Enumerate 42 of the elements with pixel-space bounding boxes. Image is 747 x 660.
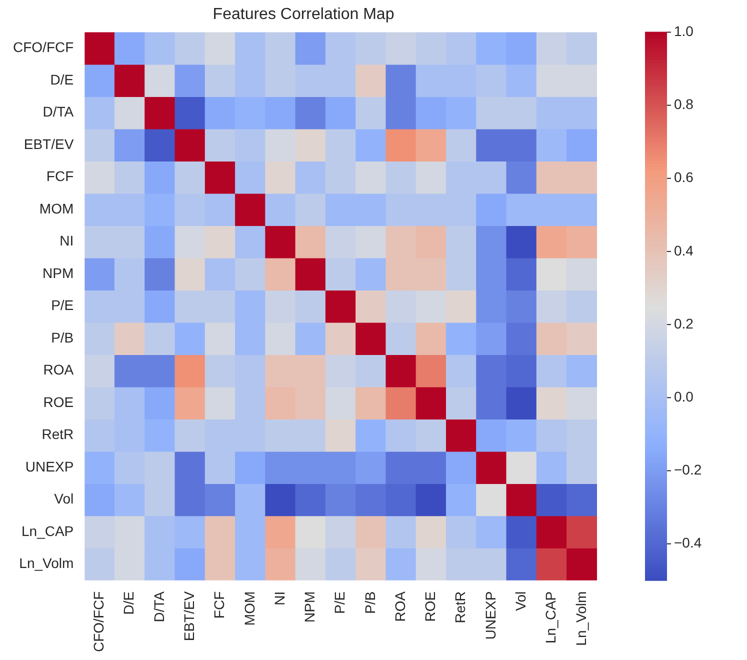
y-tick-label: ROA: [43, 362, 74, 378]
x-tick-label: ROE: [422, 591, 438, 622]
color-bar-label: 0.6: [674, 169, 694, 186]
x-tick-label: UNEXP: [482, 591, 498, 640]
color-bar-label: 0.8: [674, 96, 694, 112]
x-tick-label: NPM: [302, 591, 318, 622]
x-tick-label: NI: [271, 591, 288, 606]
x-tick-label: P/E: [332, 591, 348, 614]
x-tick-label: EBT/EV: [180, 590, 197, 642]
chart-title: Features Correlation Map: [212, 6, 394, 24]
x-tick-label: FCF: [211, 591, 228, 619]
color-bar-label: 1.0: [674, 23, 694, 40]
x-tick-label: Vol: [512, 591, 529, 611]
color-bar-label: −0.2: [674, 462, 702, 478]
y-tick-label: Ln_Volm: [19, 555, 74, 572]
y-tick-label: MOM: [39, 200, 74, 216]
x-tick-label: D/TA: [150, 590, 167, 622]
y-tick-label: Vol: [54, 490, 74, 507]
x-tick-label: Ln_CAP: [542, 591, 559, 644]
color-bar-label: 0.4: [674, 242, 694, 258]
y-tick-label: NPM: [42, 264, 74, 281]
x-tick-label: D/E: [120, 591, 137, 615]
x-tick-label: ROA: [392, 590, 408, 622]
x-tick-label: Ln_Volm: [572, 591, 589, 646]
y-tick-label: D/TA: [42, 104, 74, 120]
y-tick-label: P/E: [51, 297, 74, 314]
y-tick-label: Ln_CAP: [22, 522, 74, 539]
y-tick-label: FCF: [46, 168, 74, 184]
y-tick-label: UNEXP: [25, 458, 74, 474]
y-tick-label: D/E: [50, 71, 74, 88]
x-tick-label: RetR: [452, 591, 468, 624]
color-bar-label: 0.2: [674, 315, 694, 332]
y-tick-label: EBT/EV: [24, 136, 74, 152]
y-tick-label: P/B: [51, 329, 74, 346]
x-tick-label: MOM: [241, 591, 258, 626]
y-tick-label: RetR: [42, 426, 74, 442]
x-tick-label: P/B: [362, 591, 378, 614]
color-bar-label: 0.0: [674, 388, 694, 404]
color-bar-label: −0.4: [674, 534, 702, 551]
y-tick-label: CFO/FCF: [13, 39, 74, 56]
y-tick-label: ROE: [43, 394, 74, 410]
y-tick-label: NI: [60, 232, 74, 249]
